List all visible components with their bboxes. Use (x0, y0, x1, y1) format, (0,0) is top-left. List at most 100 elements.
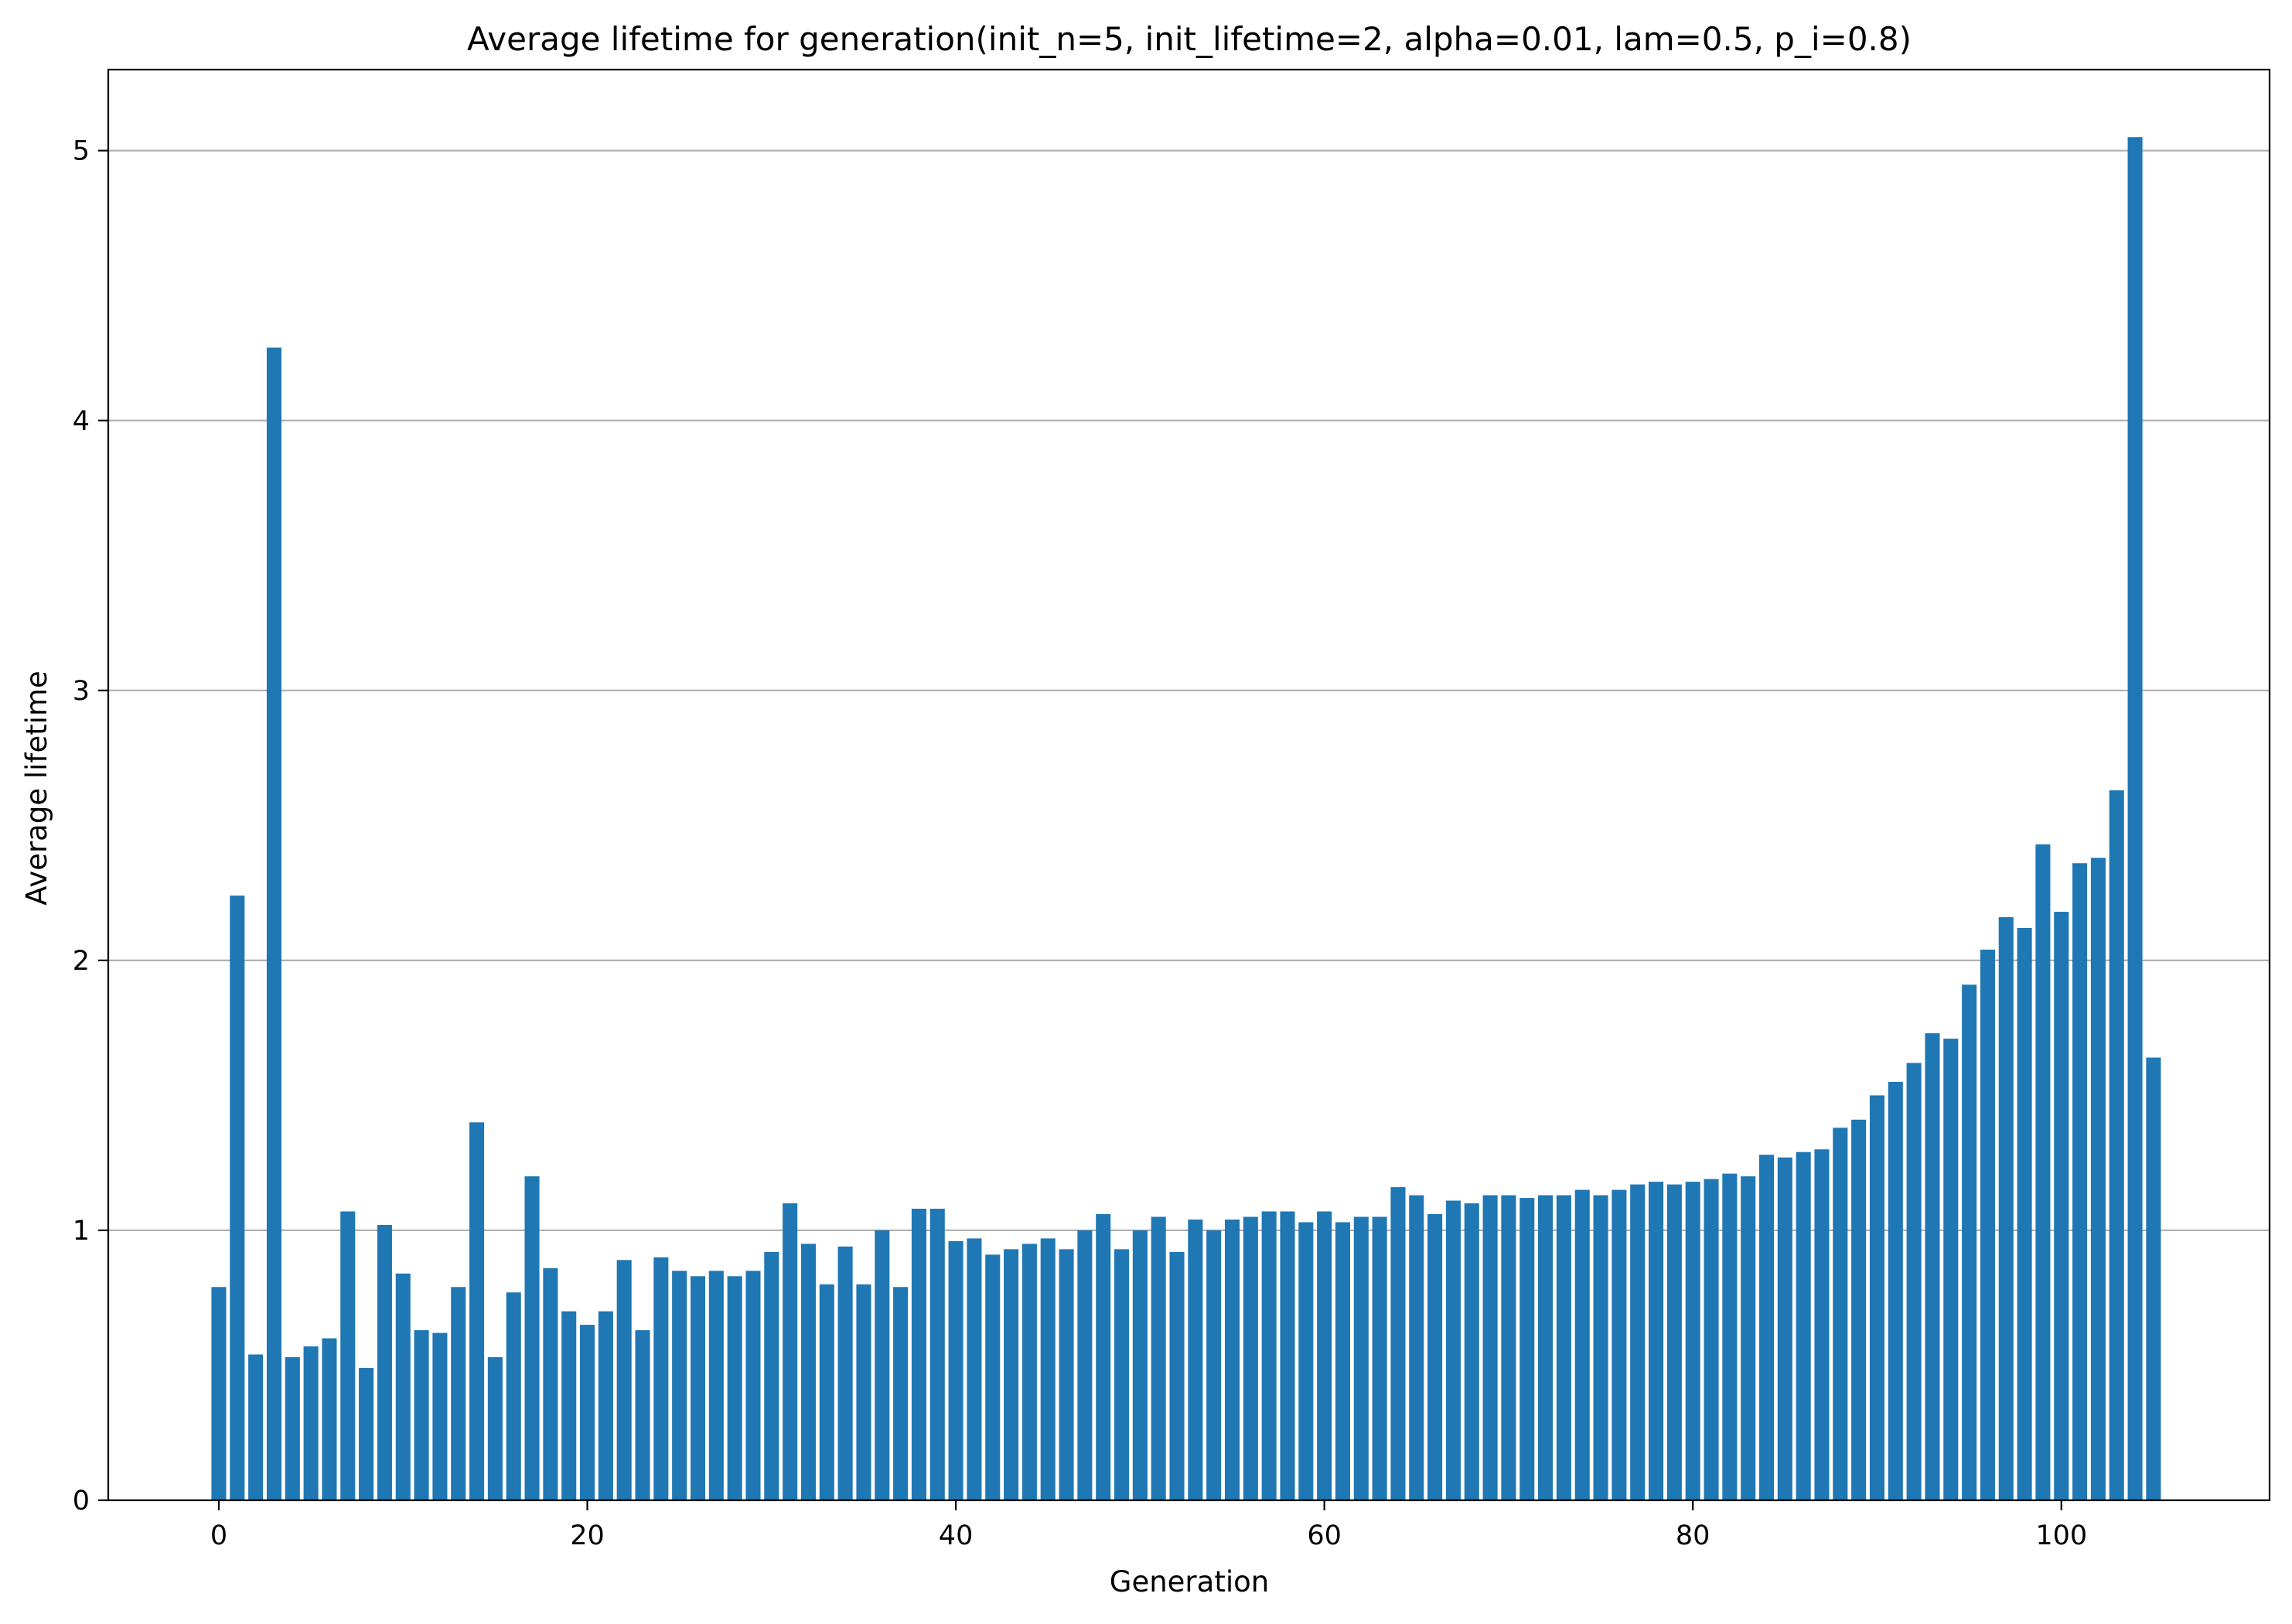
chart-title: Average lifetime for generation(init_n=5… (467, 20, 1912, 58)
bar (1243, 1216, 1258, 1500)
bar (1851, 1119, 1867, 1500)
bar (1390, 1187, 1406, 1500)
bar (1151, 1216, 1166, 1500)
bar (1998, 917, 2014, 1500)
bar (819, 1284, 834, 1500)
bar (1962, 984, 1977, 1500)
bar (1888, 1081, 1903, 1500)
bar (616, 1260, 632, 1500)
bar (727, 1276, 742, 1500)
bar (506, 1292, 521, 1500)
x-axis-label: Generation (1110, 1565, 1269, 1598)
y-axis-label: Average lifetime (20, 670, 53, 906)
bar (1722, 1173, 1738, 1500)
bar (2054, 912, 2069, 1500)
bar (1649, 1182, 1664, 1500)
bar (1261, 1211, 1277, 1500)
bar (1869, 1095, 1884, 1500)
bar (1630, 1184, 1646, 1500)
bar (1519, 1198, 1535, 1500)
bar (875, 1230, 890, 1500)
bar (469, 1122, 485, 1500)
y-tick-label: 2 (73, 946, 90, 977)
bar (948, 1240, 964, 1500)
bar (1022, 1244, 1037, 1500)
bar (1704, 1179, 1719, 1500)
bar (1593, 1195, 1608, 1500)
bar (1096, 1214, 1111, 1500)
bar (1427, 1214, 1443, 1500)
bar (2017, 928, 2032, 1500)
bar (1925, 1033, 1940, 1500)
bar (2127, 137, 2143, 1500)
bar (800, 1244, 816, 1500)
x-tick-label: 80 (1676, 1520, 1710, 1551)
bar (911, 1209, 926, 1500)
y-tick-label: 5 (73, 136, 90, 167)
bar (1758, 1155, 1775, 1500)
bar (451, 1287, 466, 1500)
bar (1666, 1184, 1682, 1500)
bar (1814, 1149, 1830, 1500)
y-tick-label: 3 (73, 676, 90, 707)
bar (2090, 858, 2106, 1500)
bar (561, 1311, 577, 1500)
bar (1040, 1238, 1056, 1500)
bar (1335, 1222, 1350, 1500)
bar (377, 1224, 392, 1500)
bar (1464, 1203, 1479, 1500)
bar (266, 347, 281, 1500)
bar (929, 1209, 945, 1500)
bar (690, 1276, 706, 1500)
bar (635, 1330, 650, 1500)
x-tick-label: 40 (939, 1520, 974, 1551)
bar (1906, 1063, 1922, 1500)
bar (1353, 1216, 1369, 1500)
bar (2035, 844, 2051, 1500)
bar (1612, 1189, 1627, 1500)
bar (524, 1176, 540, 1500)
bar (1409, 1195, 1424, 1500)
bar (1298, 1222, 1314, 1500)
bar (1188, 1219, 1203, 1500)
bar (395, 1273, 411, 1500)
x-tick-label: 0 (210, 1520, 227, 1551)
x-tick-label: 20 (570, 1520, 605, 1551)
bar (1574, 1189, 1590, 1500)
bar (487, 1357, 503, 1500)
bar (967, 1238, 982, 1500)
bar (211, 1287, 227, 1500)
bar (1004, 1249, 1019, 1500)
bar (837, 1246, 853, 1500)
x-tick-label: 100 (2035, 1520, 2087, 1551)
bar (1280, 1211, 1295, 1500)
bar (653, 1257, 669, 1500)
y-tick-label: 4 (73, 406, 90, 437)
bar (2146, 1057, 2161, 1500)
bar (359, 1367, 374, 1500)
bar (1741, 1176, 1756, 1500)
bar (985, 1254, 1001, 1500)
bar (230, 896, 245, 1500)
bar (1077, 1230, 1093, 1500)
bar (1372, 1216, 1387, 1500)
bar (322, 1338, 337, 1500)
bar (1777, 1157, 1792, 1500)
bar (2109, 790, 2124, 1500)
bar (1833, 1128, 1848, 1500)
bar (598, 1311, 613, 1500)
bar (303, 1346, 319, 1500)
bar (1943, 1039, 1959, 1500)
bar (1482, 1195, 1498, 1500)
bar (2072, 863, 2088, 1500)
plot-frame (107, 68, 2271, 1502)
bar (414, 1330, 429, 1500)
bar (285, 1357, 300, 1500)
bar (1224, 1219, 1240, 1500)
bar (543, 1267, 558, 1500)
bar (248, 1354, 264, 1500)
bar (708, 1271, 724, 1500)
bar (1445, 1200, 1461, 1500)
bar (1169, 1251, 1185, 1500)
